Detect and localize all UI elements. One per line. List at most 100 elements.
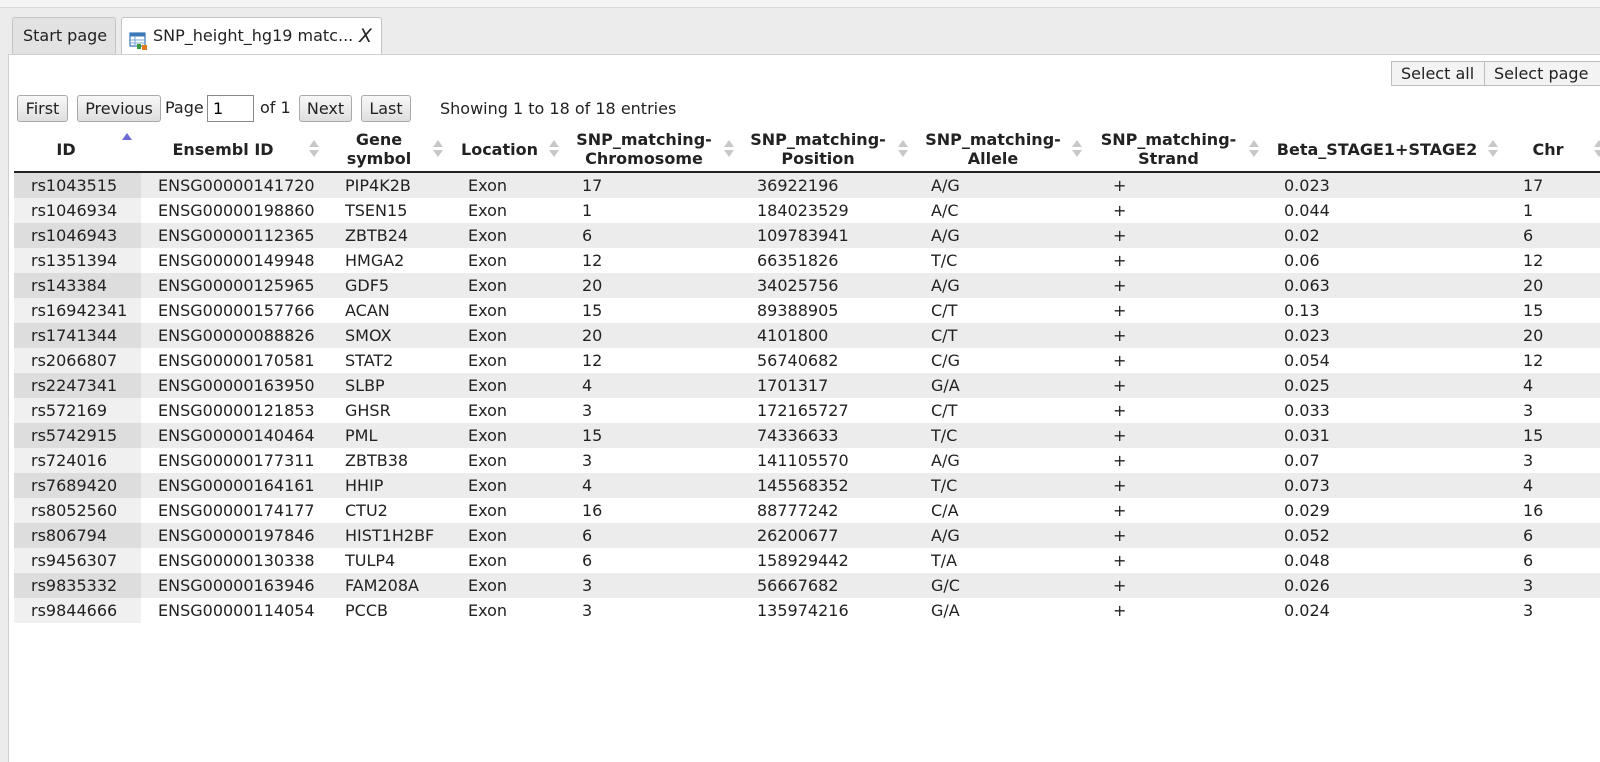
cell-strand: + [1113,501,1127,520]
cell-allele: T/C [931,476,958,495]
next-page-button[interactable]: Next [299,95,352,122]
cell-location: Exon [468,226,508,245]
cell-beta: 0.025 [1284,376,1330,395]
cell-chrom: 4 [582,376,593,395]
close-tab-button[interactable]: X [358,25,372,47]
column-header-label: SNP_matching- Allele [925,130,1061,168]
column-header-id[interactable]: ID [14,127,118,171]
page-label: Page [165,98,204,117]
tab-snp-table[interactable]: SNP_height_hg19 matc... X [121,17,382,57]
first-page-button[interactable]: First [17,95,68,122]
cell-pos: 36922196 [757,176,839,195]
table-row[interactable]: rs1741344 ENSG00000088826 SMOX Exon 20 410180… [14,323,1600,348]
cell-strand: + [1113,451,1127,470]
table-row[interactable]: rs724016 ENSG00000177311 ZBTB38 Exon 3 141105… [14,448,1600,473]
cell-chr: 6 [1523,226,1534,245]
table-row[interactable]: rs572169 ENSG00000121853 GHSR Exon 3 17216572… [14,398,1600,423]
cell-id: rs1043515 [14,173,141,198]
cell-beta: 0.054 [1284,351,1330,370]
column-header-beta[interactable]: Beta_STAGE1+STAGE2 [1270,127,1484,171]
sort-both-icon[interactable] [309,138,319,160]
cell-pos: 4101800 [757,326,829,345]
cell-location: Exon [468,526,508,545]
column-header-strand[interactable]: SNP_matching- Strand [1092,127,1245,171]
cell-gene: HIST1H2BF [345,526,435,545]
cell-pos: 1701317 [757,376,829,395]
tab-start-page-label: Start page [23,26,108,45]
tab-snp-table-label: SNP_height_hg19 matc... [153,26,354,45]
cell-id: rs2247341 [14,373,141,398]
cell-pos: 88777242 [757,501,839,520]
table-row[interactable]: rs1351394 ENSG00000149948 HMGA2 Exon 12 66351… [14,248,1600,273]
cell-strand: + [1113,201,1127,220]
cell-id: rs16942341 [14,298,141,323]
cell-chrom: 4 [582,476,593,495]
sort-ascending-icon[interactable] [122,131,132,153]
cell-chr: 3 [1523,576,1534,595]
cell-ensembl: ENSG00000198860 [158,201,315,220]
column-header-pos[interactable]: SNP_matching- Position [742,127,894,171]
cell-chrom: 15 [582,426,603,445]
column-header-chrom[interactable]: SNP_matching- Chromosome [568,127,720,171]
table-row[interactable]: rs8052560 ENSG00000174177 CTU2 Exon 16 887772… [14,498,1600,523]
cell-strand: + [1113,301,1127,320]
table-row[interactable]: rs5742915 ENSG00000140464 PML Exon 15 7433663… [14,423,1600,448]
cell-beta: 0.023 [1284,176,1330,195]
cell-allele: T/A [931,551,958,570]
table-row[interactable]: rs1046934 ENSG00000198860 TSEN15 Exon 1 18402… [14,198,1600,223]
sort-both-icon[interactable] [898,138,908,160]
cell-location: Exon [468,426,508,445]
table-row[interactable]: rs9844666 ENSG00000114054 PCCB Exon 3 1359742… [14,598,1600,623]
sort-both-icon[interactable] [1249,138,1259,160]
table-row[interactable]: rs7689420 ENSG00000164161 HHIP Exon 4 1455683… [14,473,1600,498]
table-row[interactable]: rs2066807 ENSG00000170581 STAT2 Exon 12 56740… [14,348,1600,373]
column-header-gene[interactable]: Gene symbol [329,127,429,171]
last-page-button[interactable]: Last [361,95,411,122]
column-header-chr[interactable]: Chr [1506,127,1590,171]
column-header-label: Chr [1532,140,1563,159]
cell-allele: A/G [931,451,960,470]
select-page-button[interactable]: Select page [1484,61,1600,86]
cell-chrom: 6 [582,551,593,570]
sort-both-icon[interactable] [549,138,559,160]
column-header-line: Strand [1138,149,1199,168]
cell-strand: + [1113,426,1127,445]
cell-beta: 0.029 [1284,501,1330,520]
cell-location: Exon [468,251,508,270]
cell-location: Exon [468,401,508,420]
cell-beta: 0.07 [1284,451,1320,470]
column-header-allele[interactable]: SNP_matching- Allele [918,127,1068,171]
sort-both-icon[interactable] [1072,138,1082,160]
tab-start-page[interactable]: Start page [12,17,116,55]
column-header-location[interactable]: Location [454,127,545,171]
sort-both-icon[interactable] [724,138,734,160]
column-header-label: ID [56,140,75,159]
table-row[interactable]: rs806794 ENSG00000197846 HIST1H2BF Exon 6 262… [14,523,1600,548]
cell-ensembl: ENSG00000114054 [158,601,315,620]
data-table: ID Ensembl ID Gene symbol Location SNP_matchi… [14,127,1600,623]
sort-both-icon[interactable] [1488,138,1498,160]
cell-beta: 0.06 [1284,251,1320,270]
table-row[interactable]: rs9456307 ENSG00000130338 TULP4 Exon 6 158929… [14,548,1600,573]
table-row[interactable]: rs2247341 ENSG00000163950 SLBP Exon 4 1701317… [14,373,1600,398]
previous-page-button[interactable]: Previous [77,95,161,122]
table-row[interactable]: rs9835332 ENSG00000163946 FAM208A Exon 3 5666… [14,573,1600,598]
table-row[interactable]: rs1046943 ENSG00000112365 ZBTB24 Exon 6 10978… [14,223,1600,248]
cell-chrom: 6 [582,226,593,245]
cell-chrom: 3 [582,601,593,620]
table-row[interactable]: rs1043515 ENSG00000141720 PIP4K2B Exon 17 369… [14,173,1600,198]
page-number-input[interactable] [207,95,254,122]
cell-beta: 0.044 [1284,201,1330,220]
cell-beta: 0.048 [1284,551,1330,570]
cell-id: rs9844666 [14,598,141,623]
cell-id: rs1741344 [14,323,141,348]
select-all-button[interactable]: Select all [1391,61,1485,86]
table-row[interactable]: rs16942341 ENSG00000157766 ACAN Exon 15 89388… [14,298,1600,323]
cell-chr: 20 [1523,276,1544,295]
sort-both-icon[interactable] [433,138,443,160]
table-row[interactable]: rs143384 ENSG00000125965 GDF5 Exon 20 3402575… [14,273,1600,298]
sort-both-icon[interactable] [1594,138,1600,160]
column-header-ensembl[interactable]: Ensembl ID [141,127,305,171]
column-header-line: SNP_matching- [1100,130,1237,149]
cell-allele: A/C [931,201,959,220]
